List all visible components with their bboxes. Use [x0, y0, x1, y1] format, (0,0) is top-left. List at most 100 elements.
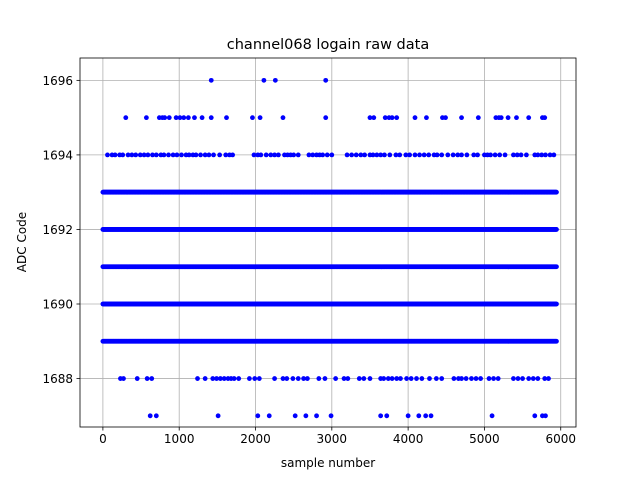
- data-point: [306, 152, 312, 158]
- data-point: [353, 152, 359, 158]
- data-point: [408, 376, 414, 381]
- data-point: [488, 152, 493, 158]
- data-point: [181, 115, 187, 121]
- data-point: [362, 152, 368, 158]
- data-point: [403, 152, 409, 158]
- data-point: [407, 152, 413, 158]
- data-point: [469, 376, 474, 381]
- data-point: [382, 115, 388, 121]
- data-point: [304, 376, 310, 381]
- data-point: [405, 413, 411, 419]
- data-point: [524, 152, 529, 158]
- data-point: [414, 376, 419, 381]
- data-point: [554, 338, 559, 344]
- data-point: [543, 152, 548, 158]
- data-point: [502, 152, 508, 158]
- data-point: [185, 115, 191, 121]
- data-point: [214, 376, 219, 381]
- data-point: [170, 152, 176, 158]
- data-point: [530, 376, 536, 381]
- data-point: [341, 376, 347, 381]
- data-point: [526, 376, 532, 381]
- data-point: [547, 152, 553, 158]
- data-point: [153, 413, 159, 419]
- data-point: [445, 152, 451, 158]
- data-point: [475, 115, 481, 121]
- y-tick-label: 1690: [42, 298, 73, 312]
- data-point: [551, 152, 557, 158]
- data-point: [535, 376, 541, 381]
- data-point: [471, 152, 477, 158]
- data-point: [179, 152, 184, 158]
- data-point: [276, 152, 281, 158]
- data-point: [554, 301, 559, 307]
- data-point: [491, 376, 496, 381]
- data-point: [433, 376, 439, 381]
- data-point: [295, 376, 301, 381]
- data-point: [261, 77, 267, 83]
- plot-frame: [79, 57, 577, 428]
- data-point: [398, 376, 403, 381]
- data-point: [439, 152, 445, 158]
- data-point: [426, 152, 432, 158]
- data-point: [215, 413, 221, 419]
- data-point: [329, 152, 335, 158]
- data-point: [378, 413, 384, 419]
- data-point: [230, 152, 236, 158]
- data-point: [206, 152, 212, 158]
- data-point: [532, 413, 538, 419]
- x-tick-label: 3000: [317, 432, 348, 446]
- data-point: [257, 115, 263, 121]
- data-point: [166, 152, 171, 158]
- y-axis-label: ADC Code: [15, 212, 29, 272]
- data-point: [231, 376, 237, 381]
- data-point: [374, 152, 380, 158]
- data-point: [381, 376, 387, 381]
- data-point: [310, 152, 316, 158]
- x-tick-label: 0: [99, 432, 107, 446]
- data-point: [202, 152, 208, 158]
- data-point: [137, 152, 143, 158]
- data-point: [497, 152, 503, 158]
- axis-ticks: 0 1000 2000 3000 4000 5000 6000 1688 1690 1692 169…: [42, 74, 576, 446]
- data-point: [199, 115, 205, 121]
- data-point: [322, 376, 328, 381]
- data-point: [451, 376, 457, 381]
- data-point: [543, 413, 548, 419]
- y-tick-label: 1694: [42, 148, 73, 162]
- data-point: [292, 413, 298, 419]
- data-point: [475, 152, 480, 158]
- data-point: [123, 115, 129, 121]
- data-point: [323, 115, 329, 121]
- data-point: [459, 152, 464, 158]
- data-point: [221, 376, 227, 381]
- data-point: [443, 115, 448, 121]
- data-point: [387, 152, 393, 158]
- data-point: [125, 152, 131, 158]
- data-point: [223, 152, 229, 158]
- data-point: [320, 152, 326, 158]
- data-point: [393, 152, 399, 158]
- data-point: [546, 376, 551, 381]
- data-point: [412, 152, 418, 158]
- data-point: [554, 227, 559, 232]
- y-tick-label: 1692: [42, 223, 73, 237]
- data-point: [349, 152, 355, 158]
- data-point: [554, 189, 559, 195]
- data-point: [514, 115, 519, 121]
- data-point: [367, 376, 373, 381]
- data-point: [370, 152, 376, 158]
- data-point: [417, 152, 422, 158]
- data-point: [258, 152, 264, 158]
- data-point: [412, 115, 418, 121]
- data-point: [385, 376, 391, 381]
- data-point: [473, 376, 479, 381]
- data-point: [193, 152, 199, 158]
- data-point: [134, 376, 140, 381]
- data-point: [367, 115, 373, 121]
- data-point: [459, 115, 464, 121]
- data-point: [333, 376, 339, 381]
- data-point: [384, 413, 390, 419]
